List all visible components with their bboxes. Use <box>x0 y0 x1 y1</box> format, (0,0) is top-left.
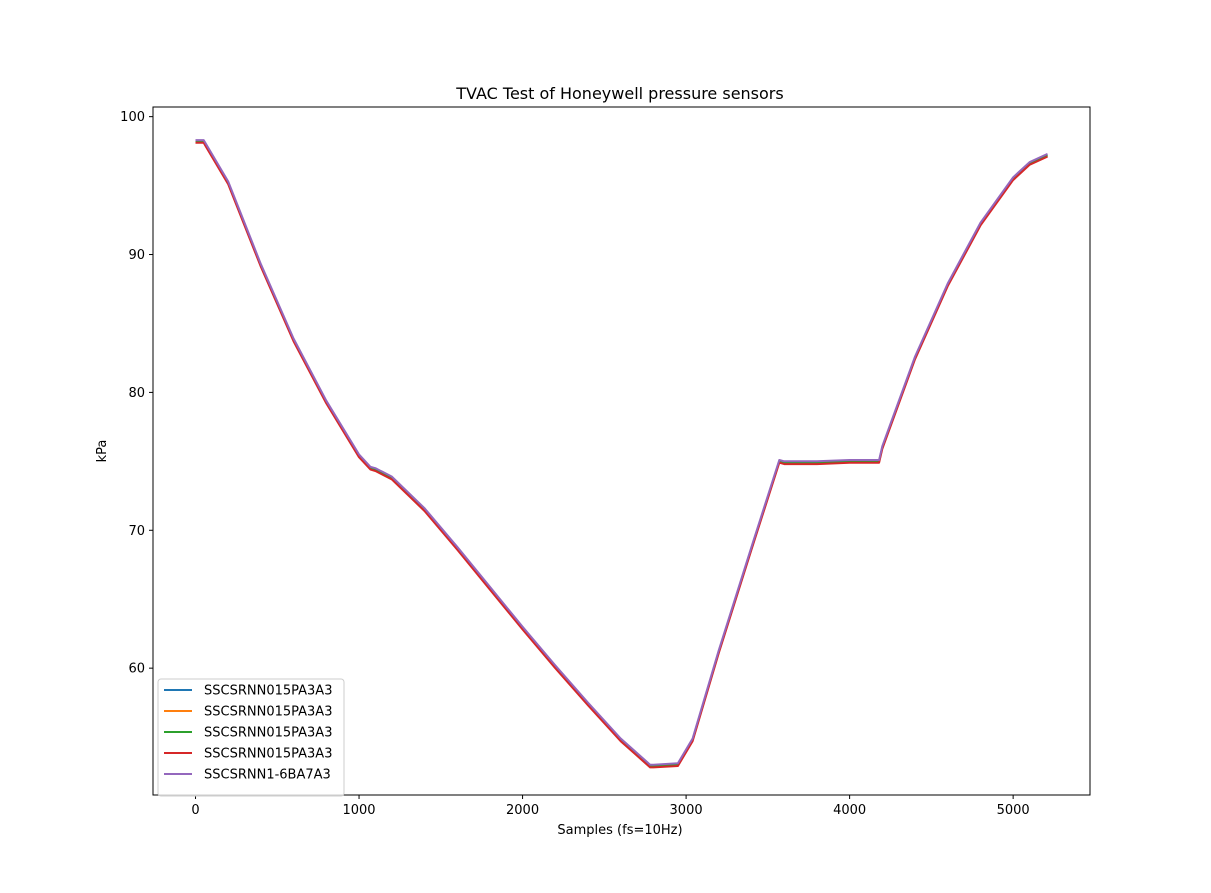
series-line-2 <box>195 140 1048 767</box>
series-layer <box>195 139 1048 769</box>
y-axis-title: kPa <box>95 440 110 463</box>
x-axis-title: Samples (fs=10Hz) <box>557 823 682 838</box>
series-line-3 <box>195 140 1048 767</box>
y-axis-ticks: 60 70 80 90 100 <box>120 110 153 677</box>
x-tick-label: 5000 <box>997 803 1030 818</box>
legend-label-4: SSCSRNN015PA3A3 <box>204 747 332 762</box>
legend-label-5: SSCSRNN1-6BA7A3 <box>204 768 331 783</box>
x-tick-label: 1000 <box>342 803 375 818</box>
legend-label-3: SSCSRNN015PA3A3 <box>204 726 332 741</box>
legend-label-1: SSCSRNN015PA3A3 <box>204 684 332 699</box>
y-tick-label: 100 <box>120 110 145 125</box>
x-tick-label: 2000 <box>506 803 539 818</box>
x-tick-label: 3000 <box>670 803 703 818</box>
y-tick-label: 80 <box>128 386 145 401</box>
series-line-4 <box>195 141 1048 769</box>
y-tick-label: 60 <box>128 662 145 677</box>
legend-label-2: SSCSRNN015PA3A3 <box>204 705 332 720</box>
chart-title: TVAC Test of Honeywell pressure sensors <box>455 84 783 103</box>
y-tick-label: 70 <box>128 524 145 539</box>
legend-box <box>157 678 345 797</box>
series-line-5 <box>195 139 1048 766</box>
x-axis-ticks: 0 1000 2000 3000 4000 5000 <box>191 795 1030 818</box>
x-tick-label: 4000 <box>833 803 866 818</box>
plot-area-frame <box>152 106 1091 796</box>
x-tick-label: 0 <box>191 803 199 818</box>
legend: SSCSRNN015PA3A3 SSCSRNN015PA3A3 SSCSRNN015… <box>157 678 345 797</box>
y-tick-label: 90 <box>128 248 145 263</box>
series-line-1 <box>195 140 1048 767</box>
